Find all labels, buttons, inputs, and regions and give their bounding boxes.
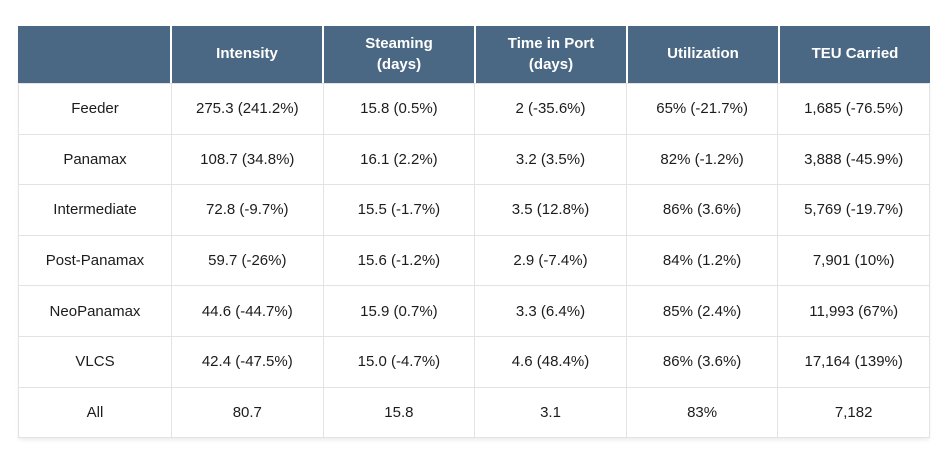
row-label: Panamax xyxy=(19,134,171,185)
table-cell: 86% (3.6%) xyxy=(626,185,778,235)
table-cell: 42.4 (-47.5%) xyxy=(172,336,323,387)
table-cell: 15.9 (0.7%) xyxy=(323,286,475,336)
column-header: Steaming (days) xyxy=(324,26,474,83)
table-cell: 7,901 (10%) xyxy=(778,235,929,286)
table-cell: 44.6 (-44.7%) xyxy=(172,286,323,336)
corner-header-cell xyxy=(18,26,170,83)
table-cell: 3,888 (-45.9%) xyxy=(778,134,929,185)
table-cell: 84% (1.2%) xyxy=(626,235,778,286)
row-label: VLCS xyxy=(19,336,171,387)
table-cell: 275.3 (241.2%) xyxy=(172,84,323,134)
table-cell: 5,769 (-19.7%) xyxy=(778,185,929,235)
table-cell: 7,182 xyxy=(778,387,929,438)
table-cell: 82% (-1.2%) xyxy=(626,134,778,185)
table-cell: 11,993 (67%) xyxy=(778,286,929,336)
table-cell: 15.6 (-1.2%) xyxy=(323,235,475,286)
table-cell: 72.8 (-9.7%) xyxy=(172,185,323,235)
table-header-row: Intensity Steaming (days) Time in Port (da… xyxy=(18,26,930,83)
column-header: TEU Carried xyxy=(780,26,930,83)
table-cell: 86% (3.6%) xyxy=(626,336,778,387)
vessel-stats-table: Intensity Steaming (days) Time in Port (da… xyxy=(18,26,930,439)
table-cell: 2.9 (-7.4%) xyxy=(475,235,626,286)
table-cell: 85% (2.4%) xyxy=(626,286,778,336)
table-cell: 15.0 (-4.7%) xyxy=(323,336,475,387)
table-cell: 59.7 (-26%) xyxy=(172,235,323,286)
table-cell: 17,164 (139%) xyxy=(778,336,929,387)
table-cell: 3.1 xyxy=(475,387,626,438)
table-cell: 4.6 (48.4%) xyxy=(475,336,626,387)
table-cell: 108.7 (34.8%) xyxy=(172,134,323,185)
table-cell: 3.3 (6.4%) xyxy=(475,286,626,336)
table-cell: 65% (-21.7%) xyxy=(626,84,778,134)
table-cell: 15.8 xyxy=(323,387,475,438)
table-cell: 83% xyxy=(626,387,778,438)
column-header: Time in Port (days) xyxy=(476,26,626,83)
table-cell: 3.2 (3.5%) xyxy=(475,134,626,185)
row-label: NeoPanamax xyxy=(19,286,171,336)
table-cell: 3.5 (12.8%) xyxy=(475,185,626,235)
table-cell: 16.1 (2.2%) xyxy=(323,134,475,185)
table-cell: 2 (-35.6%) xyxy=(475,84,626,134)
table-cell: 1,685 (-76.5%) xyxy=(778,84,929,134)
row-label: Post-Panamax xyxy=(19,235,171,286)
row-label: All xyxy=(19,387,171,438)
row-label: Feeder xyxy=(19,84,171,134)
table-body: Feeder 275.3 (241.2%) 15.8 (0.5%) 2 (-35.6%… xyxy=(18,83,930,439)
table-cell: 80.7 xyxy=(172,387,323,438)
row-label: Intermediate xyxy=(19,185,171,235)
table-cell: 15.8 (0.5%) xyxy=(323,84,475,134)
column-header: Utilization xyxy=(628,26,778,83)
column-header: Intensity xyxy=(172,26,322,83)
table-cell: 15.5 (-1.7%) xyxy=(323,185,475,235)
